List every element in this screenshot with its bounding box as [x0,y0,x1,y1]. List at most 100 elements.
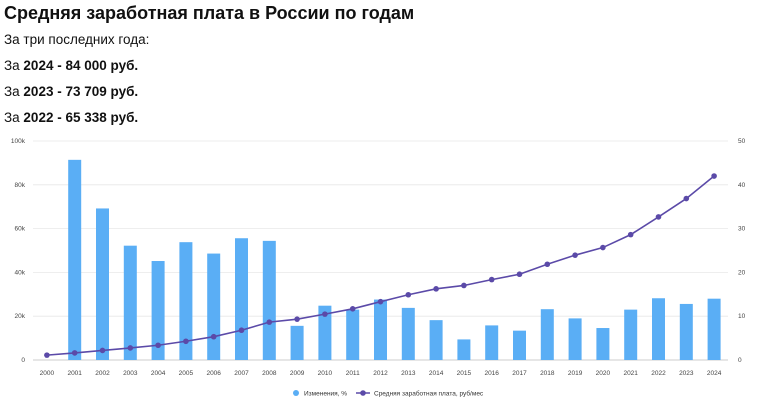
x-tick-label: 2004 [151,370,166,377]
x-tick-label: 2001 [67,370,82,377]
bar [568,318,582,360]
stat-line-2024: За 2024 - 84 000 руб. [4,58,138,73]
bar [207,253,221,360]
stat-prefix: За [4,58,24,73]
x-tick-label: 2002 [95,370,110,377]
subtitle: За три последних года: [4,32,150,47]
salary-point [544,261,551,268]
stat-year: 2022 [23,110,54,125]
y-right-tick-label: 10 [738,313,746,320]
bar [679,303,693,360]
legend-label: Изменения, % [304,390,347,397]
stat-prefix: За [4,110,24,125]
stat-separator: - [53,110,66,125]
y-right-tick-label: 0 [738,357,742,364]
x-tick-label: 2005 [179,370,194,377]
salary-point [711,173,717,179]
bar [485,325,499,360]
bar [68,159,82,360]
x-tick-label: 2021 [623,370,638,377]
x-tick-label: 2015 [457,370,472,377]
x-tick-label: 2003 [123,370,138,377]
salary-point [433,286,439,292]
x-tick-label: 2020 [596,370,611,377]
stat-separator: - [53,84,66,99]
x-tick-label: 2012 [373,370,388,377]
bar [652,298,665,360]
bar [540,309,554,360]
x-tick-label: 2011 [346,370,360,377]
stat-separator: - [53,58,66,73]
stat-unit: руб. [106,58,139,73]
x-tick-label: 2007 [234,370,249,377]
bar [179,242,193,360]
page-title: Средняя заработная плата в России по год… [4,3,415,23]
y-right-tick-label: 40 [738,182,746,189]
salary-point [322,311,328,317]
bar [596,328,610,360]
salary-point [377,298,384,305]
x-tick-label: 2006 [206,370,221,377]
salary-point [488,276,495,283]
bar [346,309,360,360]
x-tick-label: 2017 [512,370,527,377]
stat-year: 2023 [23,84,54,99]
x-tick-label: 2000 [40,370,55,377]
y-left-tick-label: 0 [21,357,25,364]
y-right-tick-label: 30 [738,226,746,233]
salary-point [572,252,578,258]
bar [151,261,165,360]
bar [401,307,415,360]
x-tick-label: 2024 [707,370,722,377]
salary-point [44,352,50,358]
salary-point [600,244,606,251]
x-tick-label: 2013 [401,370,416,377]
y-right-tick-label: 50 [738,138,746,145]
x-tick-label: 2022 [651,370,666,377]
bar [318,305,332,360]
y-left-tick-label: 100k [11,138,26,145]
salary-point [99,347,106,354]
bar [374,299,387,360]
legend-label: Средняя заработная плата, руб/мес [374,389,484,397]
stat-value: 65 338 [65,110,107,125]
y-left-tick-label: 60k [15,226,26,233]
bar [513,330,526,360]
salary-point [266,319,273,325]
legend-bar-marker [293,390,299,396]
stat-value: 84 000 [65,58,107,73]
bar [707,298,721,360]
legend-line-dot [360,390,366,396]
bar [624,309,638,360]
salary-point [627,231,634,238]
bar [429,320,443,360]
bar [290,325,304,360]
bar [96,208,109,360]
stat-line-2023: За 2023 - 73 709 руб. [4,84,138,99]
salary-point [294,316,300,322]
salary-point [349,306,356,312]
salary-point [461,282,467,289]
salary-point [155,342,161,349]
salary-point [655,214,662,220]
y-left-tick-label: 20k [15,313,26,320]
x-tick-label: 2018 [540,370,555,377]
salary-point [71,350,78,356]
salary-point [238,327,245,334]
y-left-tick-label: 40k [15,269,26,276]
x-tick-label: 2010 [318,370,333,377]
x-tick-label: 2008 [262,370,277,377]
bar [457,339,471,360]
salary-point [405,291,412,298]
stat-year: 2024 [23,58,54,73]
salary-point [210,333,217,340]
bar [123,245,137,360]
x-tick-label: 2016 [484,370,499,377]
stat-unit: руб. [106,84,139,99]
stat-value: 73 709 [65,84,107,99]
bar [235,238,248,360]
x-tick-label: 2023 [679,370,694,377]
x-tick-label: 2014 [429,370,444,377]
x-tick-label: 2019 [568,370,583,377]
